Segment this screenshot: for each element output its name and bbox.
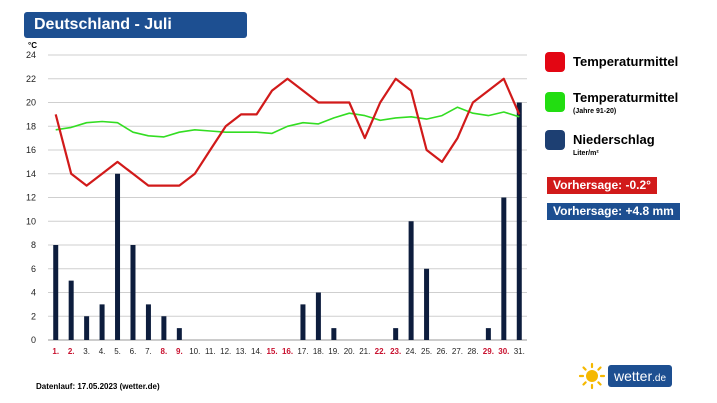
precip-bar: [115, 173, 121, 340]
legend-sub-temperature-normal: (Jahre 91-20): [573, 108, 617, 115]
legend-swatch-temperature: [545, 52, 565, 72]
footer-data-run: Datenlauf: 17.05.2023 (wetter.de): [36, 382, 160, 391]
precip-bar: [176, 328, 182, 340]
y-tick-label: 6: [31, 264, 36, 274]
y-tick-label: 18: [26, 121, 36, 131]
chart-title: Deutschland - Juli: [24, 12, 247, 38]
x-tick-label: 10.: [189, 347, 200, 356]
legend-sub-precipitation: Liter/m²: [573, 150, 599, 157]
precip-bar: [393, 328, 399, 340]
precip-bar: [84, 316, 90, 340]
x-tick-label: 27.: [452, 347, 463, 356]
temperature-normal-line: [55, 106, 520, 138]
x-tick-label: 23.: [390, 347, 401, 356]
precip-bar: [516, 102, 522, 340]
y-tick-label: 22: [26, 74, 36, 84]
x-tick-label: 3.: [83, 347, 90, 356]
precip-bar: [300, 304, 306, 340]
precip-bar: [315, 292, 321, 340]
y-tick-label: 12: [26, 193, 36, 203]
legend-label-temperature-normal: Temperaturmittel: [573, 90, 679, 105]
y-tick-label: 0: [31, 335, 36, 345]
x-tick-label: 11.: [205, 347, 216, 356]
x-tick-label: 30.: [498, 347, 509, 356]
x-tick-label: 7.: [145, 347, 152, 356]
legend-swatch-temperature-normal: [545, 92, 565, 112]
y-tick-label: 14: [26, 169, 36, 179]
x-tick-label: 22.: [375, 347, 386, 356]
x-tick-label: 28.: [467, 347, 478, 356]
y-tick-label: 10: [26, 216, 36, 226]
x-tick-label: 21.: [359, 347, 370, 356]
x-tick-label: 12.: [220, 347, 231, 356]
x-tick-label: 25.: [421, 347, 432, 356]
legend-swatch-precipitation: [545, 130, 565, 150]
x-tick-label: 17.: [297, 347, 308, 356]
precip-bar: [331, 328, 337, 340]
x-tick-label: 6.: [130, 347, 137, 356]
precip-bar: [485, 328, 491, 340]
precip-bar: [424, 268, 430, 340]
x-tick-label: 24.: [406, 347, 417, 356]
precip-bar: [130, 245, 136, 340]
x-tick-label: 2.: [68, 347, 75, 356]
logo-wordmark: wetter.de: [608, 365, 673, 387]
y-tick-label: 20: [26, 98, 36, 108]
x-tick-label: 19.: [328, 347, 339, 356]
x-tick-label: 5.: [114, 347, 121, 356]
y-tick-label: 16: [26, 145, 36, 155]
y-tick-label: 2: [31, 311, 36, 321]
precip-bar: [501, 197, 507, 340]
legend-label-temperature: Temperaturmittel: [573, 54, 679, 69]
precip-bar: [145, 304, 151, 340]
x-tick-label: 31.: [514, 347, 525, 356]
x-tick-label: 26.: [436, 347, 447, 356]
forecast-temperature-badge: Vorhersage: -0.2°: [547, 177, 657, 194]
logo-name: wetter: [614, 368, 653, 384]
sun-icon: [578, 362, 606, 390]
x-tick-label: 18.: [313, 347, 324, 356]
y-tick-label: 24: [26, 50, 36, 60]
legend-label-precipitation: Niederschlag: [573, 132, 655, 147]
x-tick-label: 1.: [52, 347, 59, 356]
precip-bar: [68, 280, 74, 340]
wetter-logo: wetter.de: [578, 362, 690, 390]
x-tick-label: 15.: [266, 347, 277, 356]
x-tick-label: 29.: [483, 347, 494, 356]
y-tick-label: 8: [31, 240, 36, 250]
temperature-line: [54, 77, 521, 187]
precip-bar: [408, 221, 414, 340]
y-tick-label: 4: [31, 288, 36, 298]
x-tick-label: 9.: [176, 347, 183, 356]
precip-bar: [161, 316, 167, 340]
x-tick-label: 14.: [251, 347, 262, 356]
forecast-precipitation-badge: Vorhersage: +4.8 mm: [547, 203, 680, 220]
x-tick-label: 4.: [99, 347, 106, 356]
precip-bar: [53, 245, 59, 340]
x-tick-label: 20.: [344, 347, 355, 356]
logo-tld: .de: [652, 373, 667, 384]
x-tick-label: 8.: [161, 347, 168, 356]
x-tick-label: 13.: [236, 347, 247, 356]
x-tick-label: 16.: [282, 347, 293, 356]
y-unit-label: °C: [28, 41, 37, 50]
precip-bar: [99, 304, 105, 340]
